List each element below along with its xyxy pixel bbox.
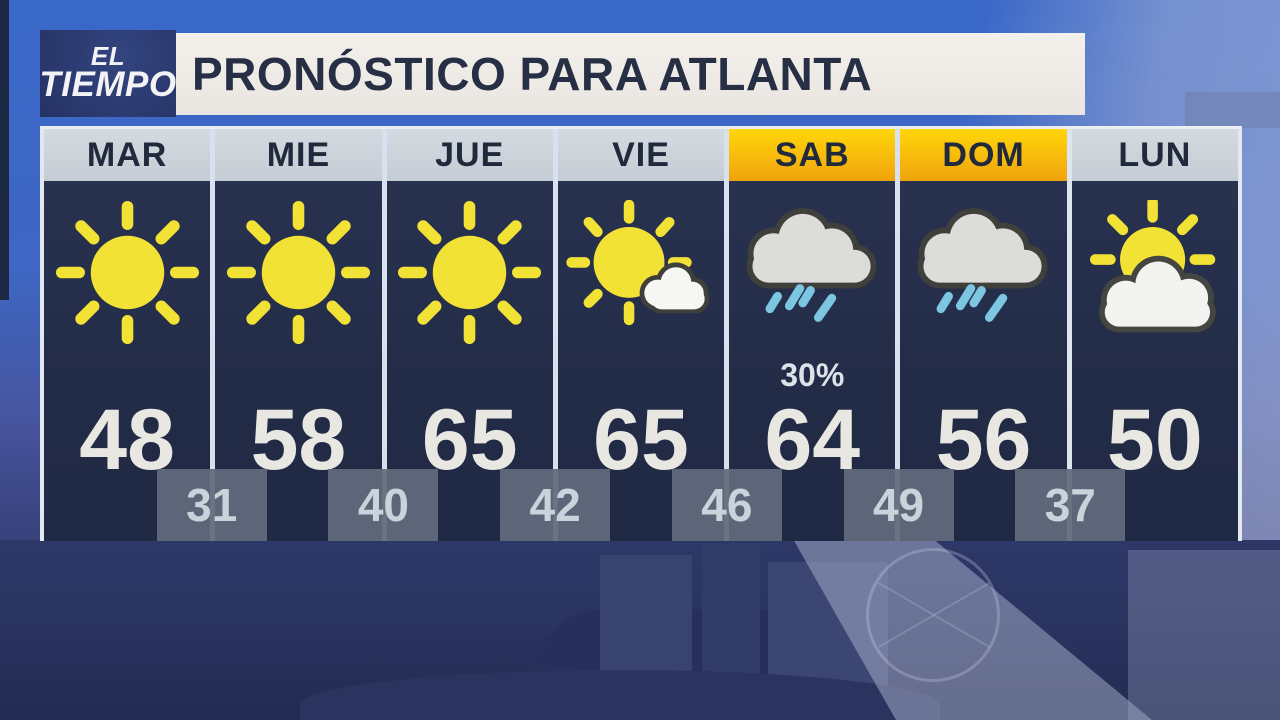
day-header: LUN xyxy=(1071,129,1238,181)
weather-icon-wrap xyxy=(55,181,200,353)
low-temp-box: 46 xyxy=(671,469,782,541)
skyline-building xyxy=(1128,550,1280,720)
background-building xyxy=(1185,92,1280,128)
day-body: 48 xyxy=(44,181,211,541)
sunny-icon xyxy=(398,200,542,344)
day-body: 56 xyxy=(900,181,1067,541)
low-temp-box: 31 xyxy=(156,469,267,541)
weather-icon-wrap xyxy=(1076,181,1234,353)
rain-icon xyxy=(917,208,1048,322)
day-header: SAB xyxy=(729,129,896,181)
day-header: MAR xyxy=(44,129,211,181)
city-skyline xyxy=(0,540,1280,720)
day-header: JUE xyxy=(386,129,553,181)
day-label: SAB xyxy=(774,135,850,174)
low-temp-box: 37 xyxy=(1015,469,1126,541)
rain-icon xyxy=(746,208,877,322)
partly-cloudy-icon xyxy=(566,200,710,326)
mostly-cloudy-icon xyxy=(1089,200,1216,333)
weather-icon-wrap xyxy=(562,181,720,353)
day-label: VIE xyxy=(612,135,670,174)
low-temp-box: 40 xyxy=(328,469,439,541)
ferris-wheel xyxy=(866,548,1000,682)
day-header: MIE xyxy=(215,129,382,181)
high-temp: 50 xyxy=(1107,392,1203,488)
day-label: JUE xyxy=(435,135,505,174)
high-temp: 58 xyxy=(250,392,347,488)
weather-icon-wrap xyxy=(226,181,371,353)
header-bar: PRONÓSTICO PARA ATLANTA xyxy=(176,33,1085,115)
high-temp: 65 xyxy=(421,392,518,488)
forecast-panel: MAR 48 MIE xyxy=(40,126,1242,541)
weather-icon-wrap xyxy=(397,181,542,353)
low-temp-box: 49 xyxy=(843,469,954,541)
day-label: MIE xyxy=(266,135,331,174)
logo-line2: TIEMPO™ xyxy=(39,65,186,103)
precip-probability: 30% xyxy=(780,356,845,393)
day-column: DOM 56 xyxy=(900,129,1067,541)
day-header: DOM xyxy=(900,129,1067,181)
high-temp: 56 xyxy=(935,392,1032,488)
day-header: VIE xyxy=(557,129,725,181)
left-edge-shadow xyxy=(0,0,9,300)
weather-icon-wrap xyxy=(735,181,890,353)
low-temp-box: 42 xyxy=(500,469,611,541)
high-temp: 65 xyxy=(593,392,689,488)
day-label: DOM xyxy=(942,135,1025,174)
weather-icon-wrap xyxy=(906,181,1061,353)
sunny-icon xyxy=(55,200,199,344)
logo-line1: EL xyxy=(90,41,126,72)
day-label: LUN xyxy=(1118,135,1192,174)
sunny-icon xyxy=(226,200,370,344)
skyline-roof xyxy=(300,670,940,720)
el-tiempo-logo: EL TIEMPO™ xyxy=(39,30,186,117)
high-temp: 48 xyxy=(79,392,175,488)
high-temp: 64 xyxy=(764,392,861,488)
day-column: MAR 48 xyxy=(44,129,211,541)
page-title: PRONÓSTICO PARA ATLANTA xyxy=(192,48,873,100)
day-label: MAR xyxy=(86,135,168,174)
